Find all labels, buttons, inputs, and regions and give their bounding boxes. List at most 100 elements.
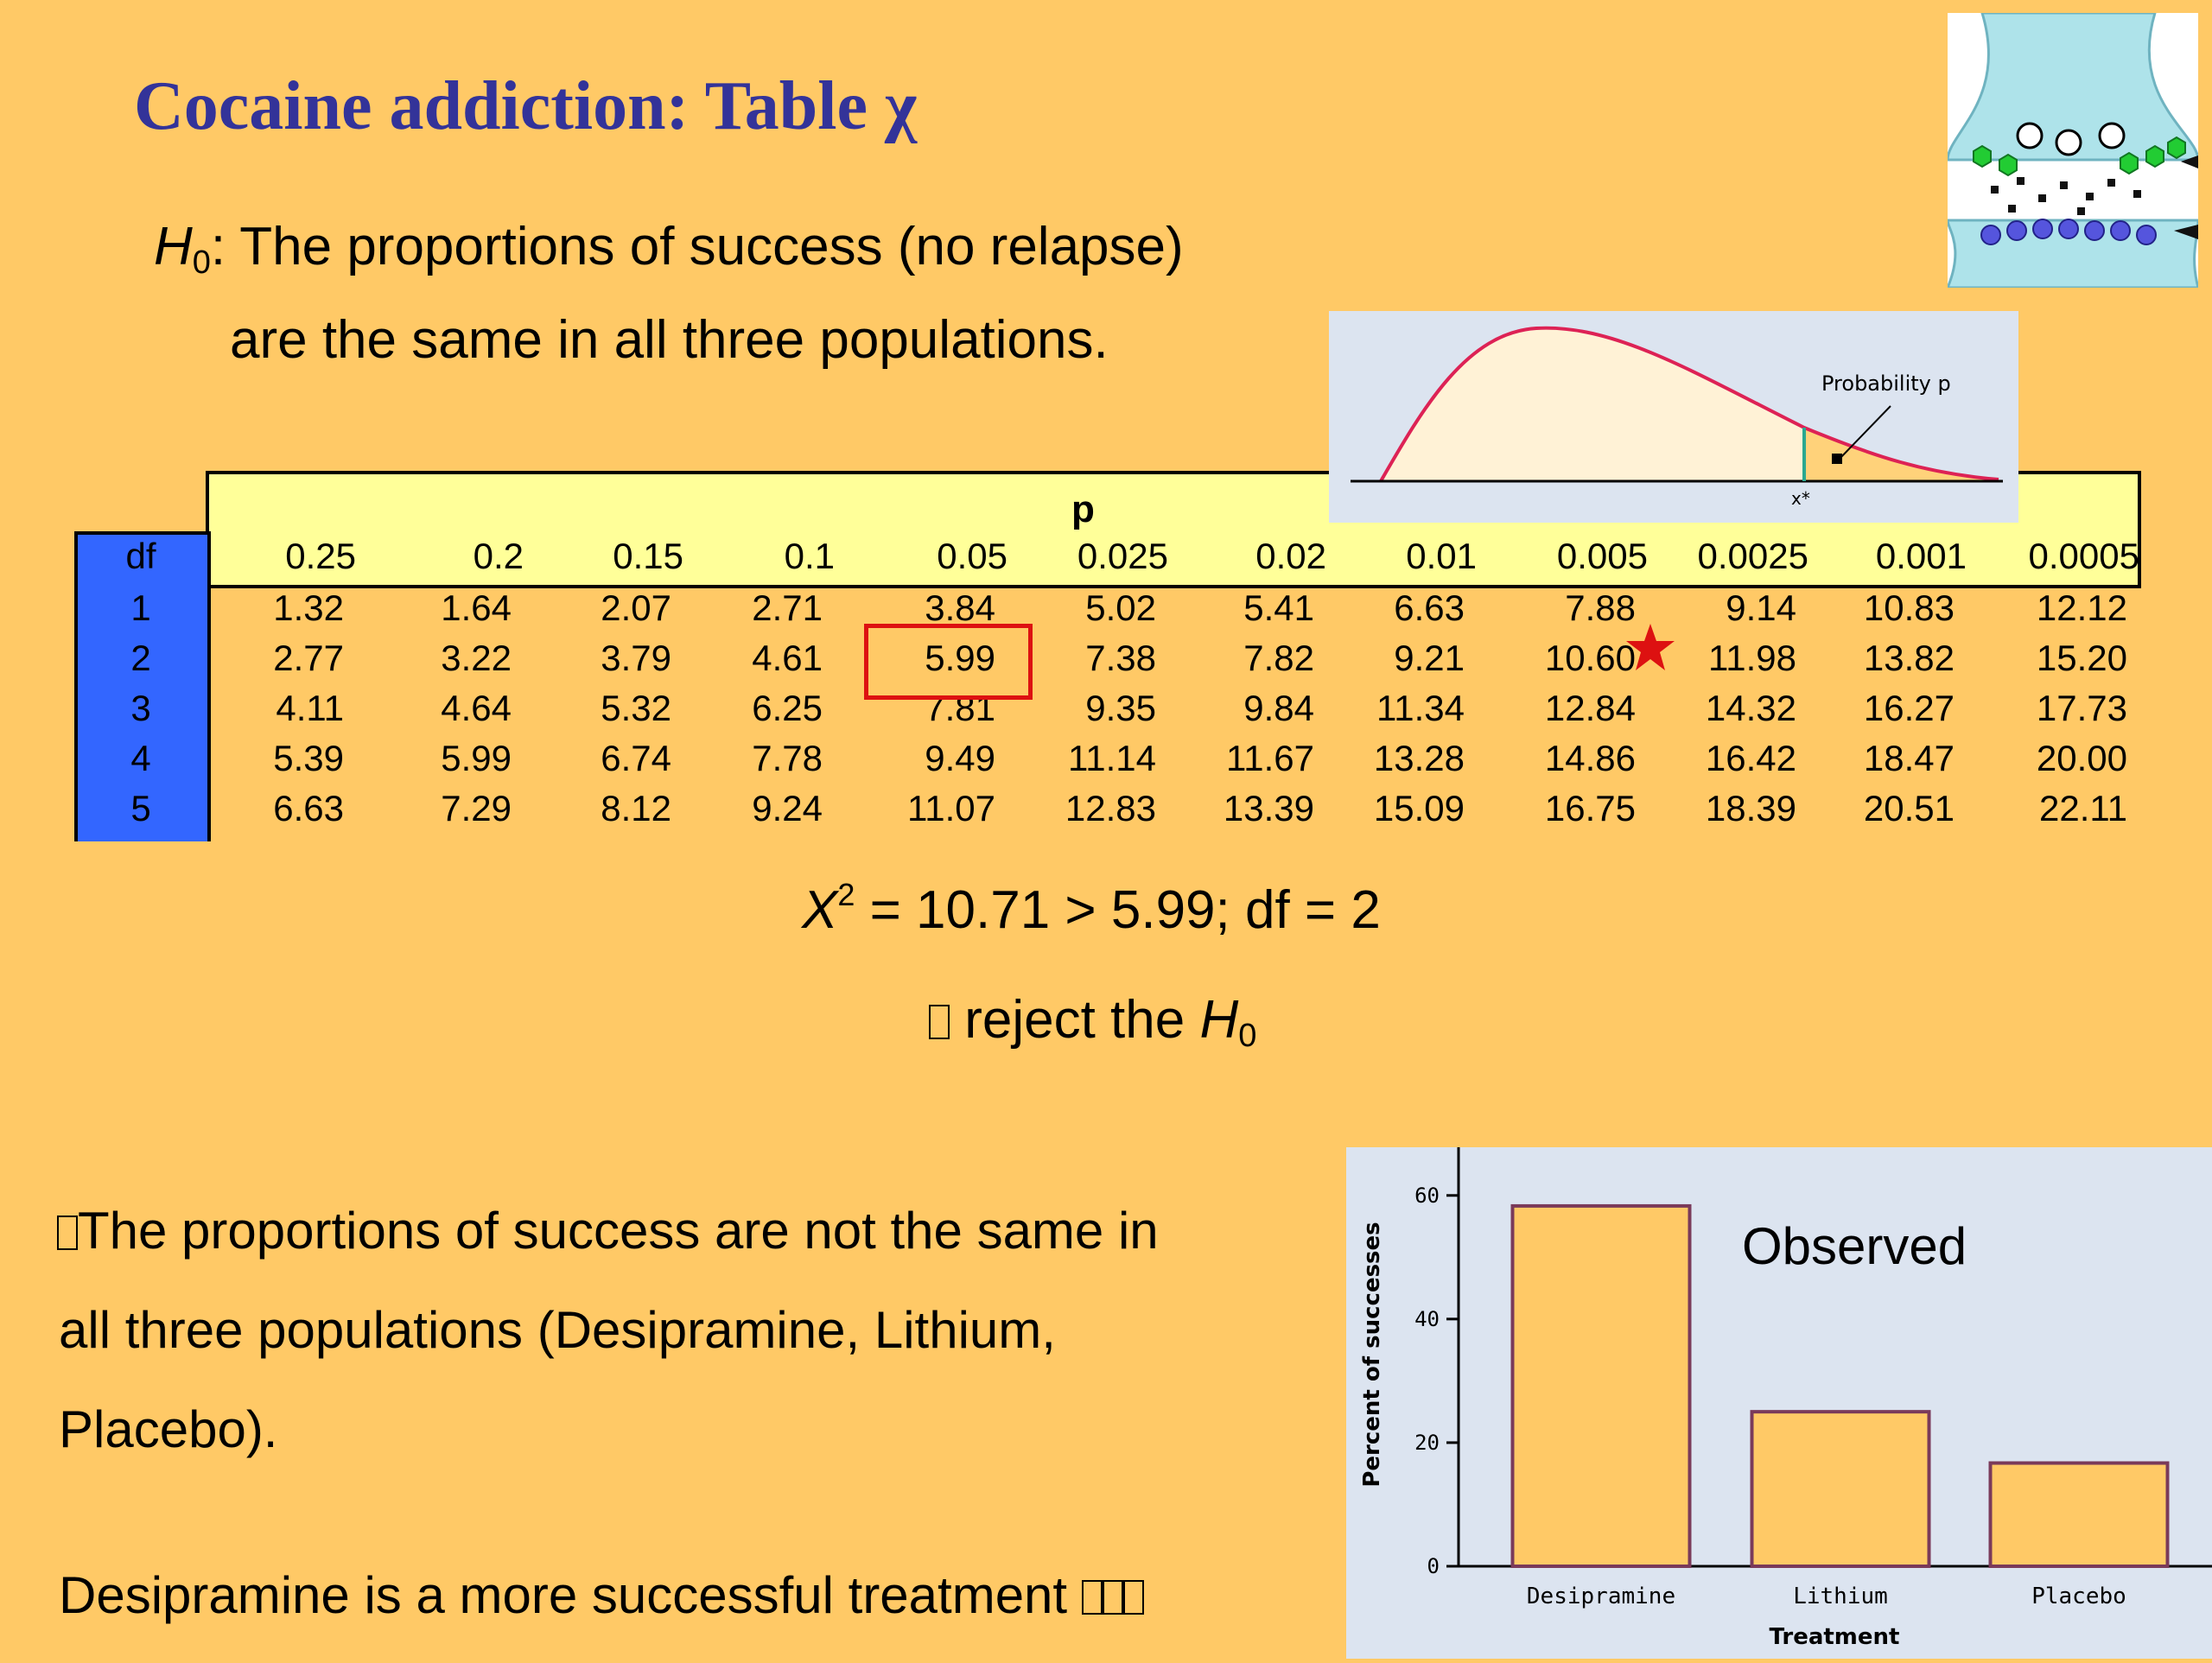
hypothesis-line-1: H0: The proportions of success (no relap… <box>154 216 1184 282</box>
table-cell: 15.09 <box>1373 788 1465 828</box>
body-line-4: Desipramine is a more successful treatme… <box>59 1565 1144 1625</box>
column-header: 0.15 <box>613 536 683 576</box>
table-cell: 2.07 <box>601 587 671 628</box>
table-cell: 1.64 <box>441 587 512 628</box>
synapse-inset <box>1945 11 2200 289</box>
table-cell: 3.22 <box>441 638 512 678</box>
page-title: Cocaine addiction: Table χ <box>134 68 917 144</box>
y-tick-label: 40 <box>1414 1307 1440 1331</box>
table-cell: 22.11 <box>2039 788 2127 828</box>
conclusion-text: reject the <box>950 990 1200 1050</box>
table-cell: 7.29 <box>441 788 512 828</box>
table-cell: 5.02 <box>1085 587 1156 628</box>
table-cell: 5.39 <box>273 738 344 778</box>
table-cell: 13.82 <box>1863 638 1955 678</box>
table-cell: 4.61 <box>752 638 823 678</box>
table-cell: 9.35 <box>1085 688 1156 728</box>
table-cell: 18.39 <box>1705 788 1796 828</box>
table-cell: 14.32 <box>1705 688 1796 728</box>
bar-chart: 0 20 40 60 Desipramine Lithium Placebo Treatmen… <box>1359 1147 2212 1650</box>
body-line-4-text: Desipramine is a more successful treatme… <box>59 1566 1082 1624</box>
y-tick-label: 20 <box>1414 1431 1440 1455</box>
table-cell: 12.84 <box>1544 688 1636 728</box>
test-statistic: X2 = 10.71 > 5.99; df = 2 <box>802 877 1381 941</box>
column-header: 0.25 <box>285 536 356 576</box>
df-value: 5 <box>130 788 151 828</box>
table-cell: 7.82 <box>1243 638 1314 678</box>
arrow-glyph-icon <box>929 1005 950 1039</box>
distribution-inset: Probability p x* <box>1329 311 2018 523</box>
x-tick-label: Lithium <box>1793 1584 1888 1609</box>
symbol-glyph-icon-2 <box>1102 1580 1123 1615</box>
star-icon <box>1626 624 1675 670</box>
table-cell: 3.79 <box>601 638 671 678</box>
symbol-glyph-icon-1 <box>1081 1580 1103 1615</box>
table-cell: 11.98 <box>1708 638 1796 678</box>
symbol-glyph-icon-3 <box>1122 1580 1144 1615</box>
table-cell: 13.39 <box>1223 788 1314 828</box>
table-cell: 10.83 <box>1863 587 1955 628</box>
table-cell: 6.25 <box>752 688 823 728</box>
body-line-2: all three populations (Desipramine, Lith… <box>59 1301 1056 1359</box>
table-cell: 20.00 <box>2036 738 2127 778</box>
df-header: df <box>125 536 156 576</box>
y-tick-label: 60 <box>1414 1184 1440 1208</box>
table-cell: 9.49 <box>925 738 995 778</box>
column-header: 0.025 <box>1077 536 1168 576</box>
p-header: p <box>1071 488 1095 530</box>
column-header: 0.02 <box>1255 536 1326 576</box>
table-cell: 6.63 <box>273 788 344 828</box>
stat-var: X <box>802 880 838 940</box>
table-cell: 11.67 <box>1226 738 1314 778</box>
table-cell: 7.38 <box>1085 638 1156 678</box>
table-cell: 9.24 <box>752 788 823 828</box>
table-cell: 11.07 <box>907 788 995 828</box>
column-header: 0.0025 <box>1697 536 1808 576</box>
table-cell: 14.86 <box>1544 738 1636 778</box>
table-cell: 2.71 <box>752 587 823 628</box>
x-axis-label: Treatment <box>1770 1624 1900 1650</box>
table-cell: 8.12 <box>601 788 671 828</box>
table-cell: 16.42 <box>1705 738 1796 778</box>
conclusion-subscript: 0 <box>1238 1018 1257 1054</box>
hypothesis-line-2: are the same in all three populations. <box>230 310 1109 370</box>
bar <box>1510 1203 1692 1569</box>
table-df-column <box>74 531 211 841</box>
df-value: 3 <box>130 688 151 728</box>
observed-label: Observed <box>1742 1217 1967 1275</box>
table-cell: 7.81 <box>925 688 995 728</box>
table-cell: 9.84 <box>1243 688 1314 728</box>
table-cell: 7.78 <box>752 738 823 778</box>
table-cell: 16.27 <box>1863 688 1955 728</box>
body-line-1: The proportions of success are not the s… <box>57 1201 1159 1260</box>
conclusion-symbol: H <box>1199 990 1239 1050</box>
bar <box>1750 1410 1931 1568</box>
table-cell: 10.60 <box>1544 638 1636 678</box>
chi-square-curve <box>1351 326 2003 483</box>
table-cell: 11.34 <box>1376 688 1465 728</box>
column-header: 0.1 <box>784 536 835 576</box>
table-cell: 5.32 <box>601 688 671 728</box>
column-header: 0.005 <box>1556 536 1648 576</box>
curve-line <box>1379 326 1999 482</box>
bullet-glyph-icon <box>57 1216 78 1250</box>
table-cell: 6.74 <box>601 738 671 778</box>
bar <box>1988 1461 2170 1568</box>
table-cell: 2.77 <box>273 638 344 678</box>
column-header: 0.0005 <box>2028 536 2139 576</box>
x-tick-label: Desipramine <box>1527 1584 1675 1609</box>
table-cell: 16.75 <box>1544 788 1636 828</box>
stat-rest: = 10.71 > 5.99; df = 2 <box>855 880 1381 940</box>
table-cell: 5.99 <box>441 738 512 778</box>
table-cell: 18.47 <box>1863 738 1955 778</box>
table-cell: 9.21 <box>1394 638 1465 678</box>
table-cell: 4.11 <box>276 688 344 728</box>
y-axis-label: Percent of successes <box>1359 1222 1385 1487</box>
synapse-diagram-icon <box>1945 11 2200 289</box>
table-cell: 15.20 <box>2036 638 2127 678</box>
table-cell: 6.63 <box>1394 587 1465 628</box>
df-value: 2 <box>130 638 151 678</box>
hypothesis-text: : The proportions of success (no relapse… <box>210 217 1184 276</box>
table-cell: 3.84 <box>925 587 995 628</box>
df-value: 4 <box>130 738 151 778</box>
